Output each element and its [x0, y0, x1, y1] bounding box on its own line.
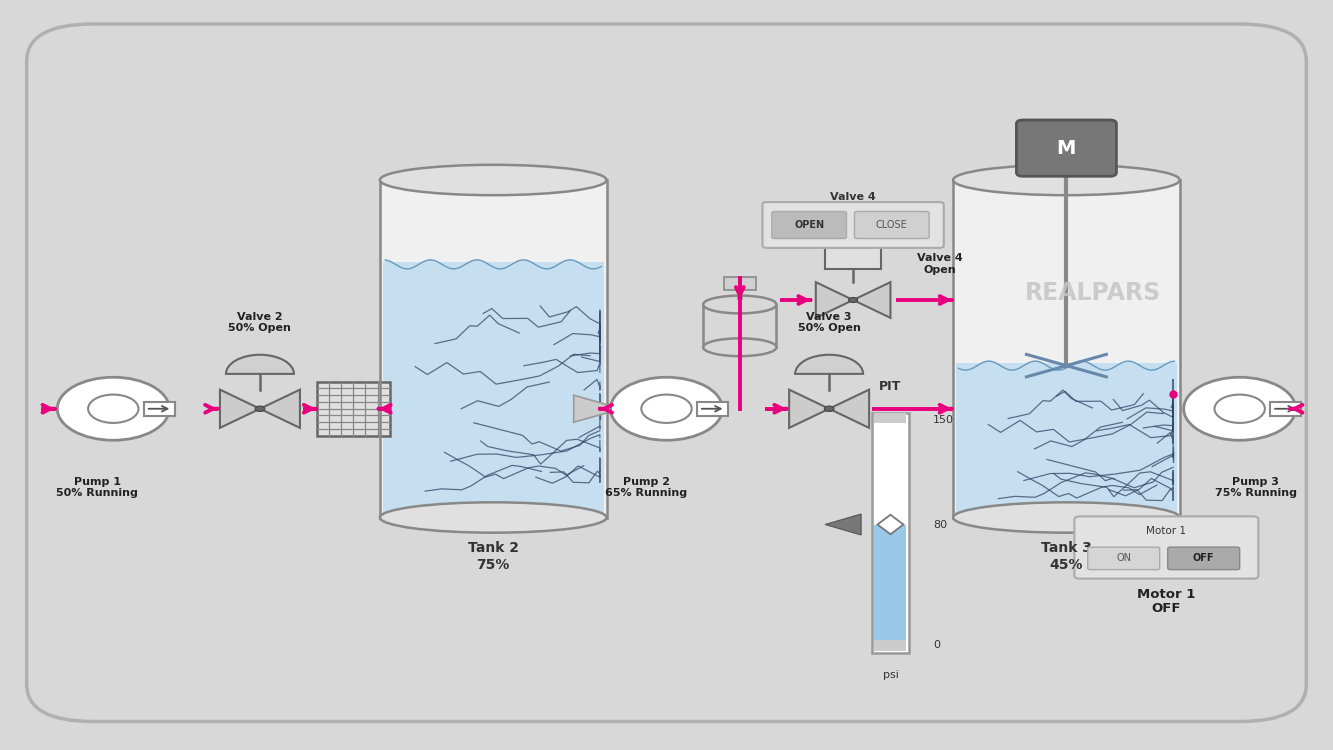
Text: 0: 0 — [933, 640, 940, 650]
Circle shape — [1184, 377, 1296, 440]
Circle shape — [641, 394, 692, 423]
Text: Pump 1
50% Running: Pump 1 50% Running — [56, 477, 139, 498]
Circle shape — [824, 406, 834, 412]
Polygon shape — [877, 514, 904, 534]
Text: Valve 4
Open: Valve 4 Open — [917, 254, 962, 274]
Text: 80: 80 — [933, 520, 948, 530]
Bar — [1270, 402, 1301, 416]
Wedge shape — [794, 355, 864, 374]
Polygon shape — [816, 282, 853, 318]
Text: Valve 2
50% Open: Valve 2 50% Open — [228, 312, 292, 333]
Bar — [825, 248, 881, 268]
Circle shape — [57, 377, 169, 440]
Text: Tank 2
75%: Tank 2 75% — [468, 542, 519, 572]
Text: Pump 3
75% Running: Pump 3 75% Running — [1214, 477, 1297, 498]
Bar — [704, 304, 777, 347]
Polygon shape — [632, 395, 680, 422]
Polygon shape — [573, 395, 621, 422]
Bar — [317, 382, 391, 436]
Bar — [144, 402, 175, 416]
Bar — [874, 524, 906, 651]
FancyBboxPatch shape — [1017, 120, 1117, 176]
Text: 150: 150 — [933, 415, 954, 425]
Text: CLOSE: CLOSE — [876, 220, 908, 230]
Polygon shape — [825, 514, 861, 535]
Bar — [956, 363, 1177, 515]
Text: OPEN: OPEN — [794, 220, 824, 230]
Text: PIT: PIT — [880, 380, 901, 393]
Bar — [953, 180, 1180, 518]
Polygon shape — [220, 390, 260, 427]
Polygon shape — [829, 390, 869, 427]
FancyBboxPatch shape — [27, 24, 1306, 722]
Bar — [874, 413, 906, 423]
Text: Tank 3
45%: Tank 3 45% — [1041, 542, 1092, 572]
Polygon shape — [260, 390, 300, 427]
Polygon shape — [789, 390, 829, 427]
Text: Valve 3
50% Open: Valve 3 50% Open — [797, 312, 861, 333]
Bar — [874, 640, 906, 651]
Bar — [724, 277, 756, 290]
Polygon shape — [853, 282, 890, 318]
FancyBboxPatch shape — [1168, 548, 1240, 570]
Text: psi: psi — [882, 670, 898, 680]
Text: Motor 1: Motor 1 — [1146, 526, 1186, 536]
Text: OFF: OFF — [1193, 554, 1214, 563]
Text: Valve 4: Valve 4 — [830, 192, 876, 202]
FancyBboxPatch shape — [762, 202, 944, 248]
Text: Motor 1
OFF: Motor 1 OFF — [1137, 587, 1196, 616]
Wedge shape — [227, 355, 293, 374]
FancyBboxPatch shape — [1088, 548, 1160, 570]
Ellipse shape — [704, 338, 777, 356]
FancyBboxPatch shape — [772, 211, 846, 238]
Circle shape — [611, 377, 722, 440]
Circle shape — [849, 298, 857, 302]
Text: M: M — [1057, 139, 1076, 158]
Text: Pump 2
65% Running: Pump 2 65% Running — [605, 477, 688, 498]
Bar — [872, 413, 909, 652]
Circle shape — [255, 406, 265, 412]
Bar — [380, 180, 607, 518]
Ellipse shape — [953, 165, 1180, 195]
Text: ON: ON — [1116, 554, 1132, 563]
Circle shape — [1214, 394, 1265, 423]
FancyBboxPatch shape — [854, 211, 929, 238]
Ellipse shape — [704, 296, 777, 314]
Ellipse shape — [380, 165, 607, 195]
Text: REALPARS: REALPARS — [1025, 280, 1161, 304]
Ellipse shape — [380, 503, 607, 532]
FancyBboxPatch shape — [1074, 516, 1258, 579]
Bar — [383, 262, 604, 515]
Bar — [697, 402, 728, 416]
Ellipse shape — [953, 503, 1180, 532]
Circle shape — [88, 394, 139, 423]
